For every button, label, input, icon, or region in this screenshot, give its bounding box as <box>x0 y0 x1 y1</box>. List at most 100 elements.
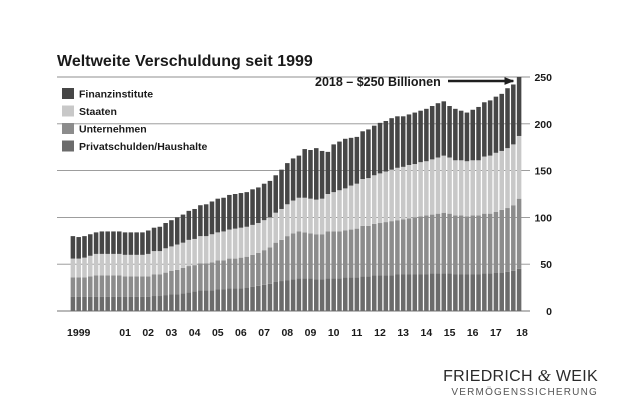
bar-segment-3 <box>296 155 302 198</box>
bar-segment-3 <box>516 77 522 136</box>
bar-segment-0 <box>99 296 105 311</box>
bar-segment-1 <box>76 277 81 297</box>
bar-segment-0 <box>290 279 296 311</box>
bar-segment-0 <box>250 286 255 311</box>
bar-segment-2 <box>134 254 139 277</box>
bar-segment-1 <box>319 234 325 280</box>
bar-segment-3 <box>343 138 348 189</box>
bar-segment-1 <box>314 234 319 280</box>
bar-segment-1 <box>128 276 134 297</box>
bar-segment-0 <box>476 274 481 311</box>
bar-segment-2 <box>516 135 522 199</box>
bar-segment-3 <box>354 136 360 184</box>
bar-segment-1 <box>111 275 116 297</box>
bar-segment-1 <box>145 276 151 297</box>
bar-segment-2 <box>99 253 105 276</box>
bar-segment-2 <box>111 253 116 276</box>
bar-segment-3 <box>441 101 447 156</box>
bar-segment-3 <box>487 100 493 156</box>
bar-segment-3 <box>314 148 319 200</box>
bar-segment-2 <box>400 166 406 220</box>
bar-segment-1 <box>325 231 331 279</box>
bar-segment-1 <box>429 214 435 274</box>
bar-segment-2 <box>256 223 261 253</box>
bar-segment-3 <box>93 232 99 254</box>
bar-segment-1 <box>70 277 76 297</box>
bar-segment-0 <box>371 275 377 311</box>
bar-segment-0 <box>395 274 400 311</box>
bar-segment-0 <box>482 273 487 311</box>
bar-segment-2 <box>140 254 145 277</box>
bar-segment-2 <box>302 197 307 233</box>
bar-segment-2 <box>343 188 348 231</box>
bar-segment-3 <box>221 197 226 232</box>
bar-segment-2 <box>244 226 249 257</box>
bar-segment-1 <box>435 213 441 274</box>
bar-segment-1 <box>203 263 209 291</box>
y-tick-label: 50 <box>540 259 552 271</box>
bar-segment-2 <box>482 156 487 214</box>
bar-segment-3 <box>111 231 116 254</box>
bar-segment-2 <box>290 200 296 234</box>
brand-logo: FRIEDRICH & WEIK VERMÖGENSSICHERUNG <box>443 366 598 398</box>
bar-segment-1 <box>511 205 516 271</box>
bar-segment-3 <box>505 88 510 149</box>
bar-segment-3 <box>174 217 180 245</box>
bar-segment-1 <box>302 232 307 279</box>
bar-segment-3 <box>290 158 296 201</box>
bar-segment-2 <box>76 258 81 278</box>
bar-segment-3 <box>412 112 418 165</box>
bar-segment-3 <box>377 122 383 174</box>
bar-segment-0 <box>464 274 470 311</box>
bar-segment-1 <box>464 216 470 275</box>
bar-segment-0 <box>215 289 221 311</box>
bar-segment-0 <box>511 270 516 311</box>
bar-segment-2 <box>261 220 267 251</box>
bar-segment-1 <box>499 209 504 273</box>
bar-segment-1 <box>169 270 174 295</box>
bar-segment-0 <box>406 274 412 311</box>
bar-segment-0 <box>453 274 458 311</box>
bar-segment-1 <box>238 257 244 289</box>
bar-segment-1 <box>134 276 139 297</box>
company-name-amp: & <box>537 366 552 385</box>
bar-segment-0 <box>134 296 139 311</box>
bar-segment-1 <box>105 275 110 297</box>
bar-segment-0 <box>169 294 174 311</box>
x-tick-label: 11 <box>351 327 362 339</box>
x-tick-label: 04 <box>189 327 201 339</box>
bar-segment-3 <box>395 116 400 168</box>
bar-segment-0 <box>505 271 510 311</box>
bar-segment-1 <box>493 211 499 273</box>
bar-segment-2 <box>105 253 110 276</box>
company-name-part1: FRIEDRICH <box>443 368 533 385</box>
bar-segment-1 <box>516 198 522 269</box>
bar-segment-2 <box>151 251 157 275</box>
bar-segment-1 <box>290 233 296 280</box>
bar-segment-3 <box>511 84 516 145</box>
bar-segment-0 <box>256 285 261 311</box>
bar-segment-2 <box>470 160 475 216</box>
bar-segment-1 <box>151 274 157 297</box>
bar-segment-3 <box>215 198 221 233</box>
bar-segment-0 <box>325 278 331 311</box>
bar-segment-2 <box>279 208 284 240</box>
bar-segment-1 <box>406 218 412 275</box>
bar-segment-3 <box>331 144 336 193</box>
bar-segment-1 <box>505 208 510 272</box>
bar-segment-2 <box>360 179 365 226</box>
bar-segment-2 <box>88 255 93 277</box>
bar-segment-3 <box>82 236 87 258</box>
x-tick-label: 03 <box>166 327 178 339</box>
x-tick-label: 17 <box>490 327 502 339</box>
x-tick-label: 18 <box>516 327 528 339</box>
bar-segment-2 <box>493 152 499 212</box>
bar-segment-0 <box>424 274 429 311</box>
bar-segment-2 <box>221 231 226 261</box>
bar-segment-3 <box>99 231 105 254</box>
bar-segment-3 <box>198 205 203 237</box>
bar-segment-2 <box>453 160 458 216</box>
bar-segment-3 <box>180 214 186 243</box>
bar-segment-3 <box>400 116 406 167</box>
bar-segment-1 <box>117 275 122 297</box>
